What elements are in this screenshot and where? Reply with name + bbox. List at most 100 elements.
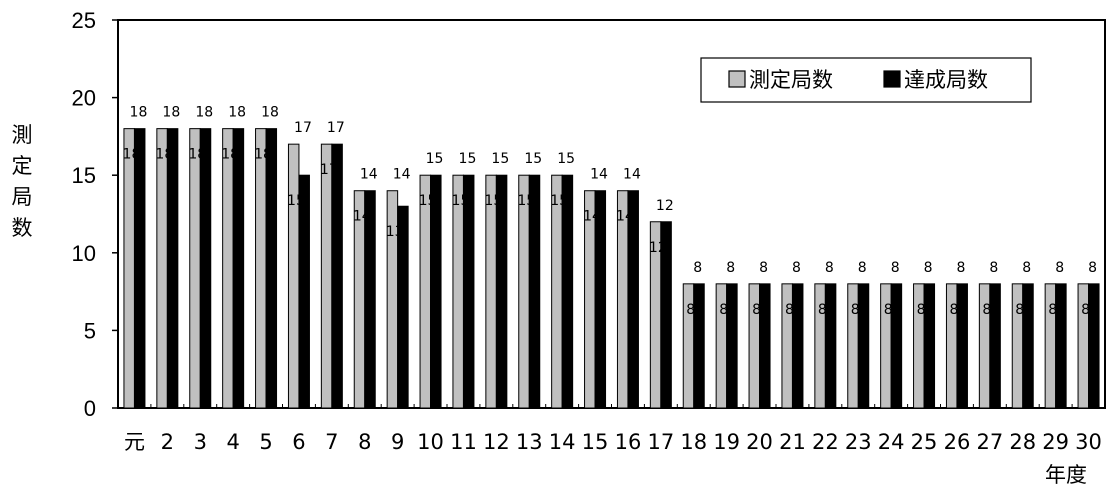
data-label-achieved: 8	[1081, 302, 1090, 318]
bars-group	[123, 128, 1100, 409]
data-label-measured: 8	[858, 260, 867, 276]
data-label-measured: 15	[557, 151, 575, 167]
legend-swatch-achieved	[883, 70, 901, 88]
data-label-achieved: 18	[221, 147, 239, 163]
x-tick-label: 7	[325, 430, 338, 454]
data-label-measured: 17	[327, 120, 345, 136]
bar-measured	[189, 128, 201, 409]
bar-achieved	[430, 174, 442, 409]
x-tick-label: 21	[779, 430, 806, 454]
bar-achieved	[364, 190, 376, 409]
data-label-measured: 15	[459, 151, 477, 167]
x-tick-label: 9	[391, 430, 404, 454]
x-tick-label: 28	[1009, 430, 1036, 454]
bar-measured	[452, 174, 464, 409]
x-tick-label: 29	[1042, 430, 1069, 454]
data-label-measured: 12	[656, 198, 674, 214]
data-label-achieved: 13	[386, 224, 404, 240]
data-label-measured: 8	[792, 260, 801, 276]
data-label-measured: 8	[956, 260, 965, 276]
data-label-achieved: 15	[452, 193, 470, 209]
bar-achieved	[594, 190, 607, 409]
bar-measured	[485, 174, 497, 409]
data-label-measured: 17	[294, 120, 312, 136]
y-tick-label: 25	[72, 8, 96, 33]
legend: 測定局数 達成局数	[700, 57, 1032, 103]
data-label-measured: 18	[130, 105, 148, 121]
data-label-achieved: 14	[353, 209, 371, 225]
bar-achieved	[759, 283, 771, 409]
data-label-measured: 8	[924, 260, 933, 276]
x-axis: 元 2 3 4 5 6 7 8 9 10 11 12 13 14 15 16 17 18 19 20 21 22 23 24 2…	[124, 404, 1102, 454]
bar-achieved	[1055, 283, 1067, 409]
x-tick-label: 19	[713, 430, 740, 454]
y-axis-title-char: 測	[12, 123, 33, 147]
x-tick-label: 元	[124, 430, 145, 454]
data-label-achieved: 8	[917, 302, 926, 318]
data-label-measured: 18	[195, 105, 213, 121]
bar-achieved	[890, 283, 903, 409]
x-tick-label: 5	[259, 430, 272, 454]
data-label-measured: 8	[1022, 260, 1031, 276]
x-tick-label: 2	[161, 430, 174, 454]
x-tick-label: 11	[450, 430, 477, 454]
data-label-achieved: 17	[320, 162, 338, 178]
bar-measured	[551, 174, 563, 409]
data-label-achieved: 18	[254, 147, 272, 163]
x-tick-label: 20	[746, 430, 773, 454]
data-label-achieved: 15	[484, 193, 502, 209]
y-axis-title-char: 局	[12, 185, 33, 209]
legend-label-measured: 測定局数	[749, 68, 833, 92]
x-tick-label: 16	[615, 430, 642, 454]
data-label-achieved: 12	[649, 240, 667, 256]
bar-achieved	[462, 174, 475, 409]
data-label-achieved: 15	[419, 193, 437, 209]
bar-measured	[255, 128, 267, 409]
data-label-achieved: 14	[616, 209, 634, 225]
x-tick-label: 13	[516, 430, 543, 454]
bar-achieved	[528, 174, 541, 409]
data-label-measured: 18	[261, 105, 279, 121]
bar-achieved	[199, 128, 212, 409]
x-tick-label: 27	[976, 430, 1003, 454]
y-tick-label: 15	[72, 163, 96, 188]
bar-measured	[320, 143, 333, 409]
bar-achieved	[232, 128, 245, 409]
legend-swatch-measured	[728, 70, 746, 88]
data-label-achieved: 18	[188, 147, 206, 163]
bar-achieved	[824, 283, 837, 409]
y-axis-title: 測定局数	[12, 123, 33, 240]
bar-achieved	[923, 283, 936, 409]
y-tick-label: 0	[84, 396, 96, 421]
y-axis: 0 5 10 15 20 25	[72, 8, 118, 421]
bar-achieved	[1022, 283, 1034, 409]
x-tick-label: 3	[194, 430, 207, 454]
data-label-achieved: 15	[517, 193, 535, 209]
x-tick-label: 10	[417, 430, 444, 454]
bar-achieved	[857, 283, 870, 409]
bar-achieved	[495, 174, 508, 409]
data-label-measured: 14	[590, 167, 608, 183]
bar-measured	[518, 174, 530, 409]
data-label-achieved: 8	[1015, 302, 1024, 318]
bar-measured	[156, 128, 168, 409]
y-axis-title-char: 定	[12, 154, 33, 178]
x-tick-label: 30	[1075, 430, 1102, 454]
bar-measured	[123, 128, 135, 409]
legend-label-achieved: 達成局数	[904, 68, 988, 92]
data-labels-group: 18 18 18 18 18 18 18 18 18 18 17 15 17 17 14 14 14 13 15 15…	[123, 105, 1097, 318]
y-tick-label: 10	[72, 241, 96, 266]
bar-achieved	[693, 283, 705, 409]
x-tick-label: 23	[845, 430, 872, 454]
data-label-measured: 8	[726, 260, 735, 276]
x-tick-label: 26	[944, 430, 971, 454]
data-label-measured: 15	[491, 151, 509, 167]
data-label-measured: 8	[1088, 260, 1097, 276]
x-tick-label: 17	[647, 430, 674, 454]
data-label-measured: 8	[825, 260, 834, 276]
data-label-achieved: 8	[851, 302, 860, 318]
data-label-achieved: 8	[949, 302, 958, 318]
bar-achieved	[791, 283, 804, 409]
data-label-achieved: 8	[982, 302, 991, 318]
